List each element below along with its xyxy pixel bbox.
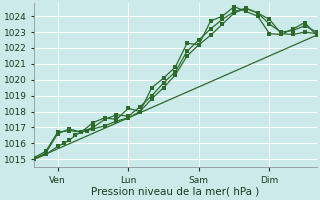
X-axis label: Pression niveau de la mer( hPa ): Pression niveau de la mer( hPa ) — [91, 187, 260, 197]
